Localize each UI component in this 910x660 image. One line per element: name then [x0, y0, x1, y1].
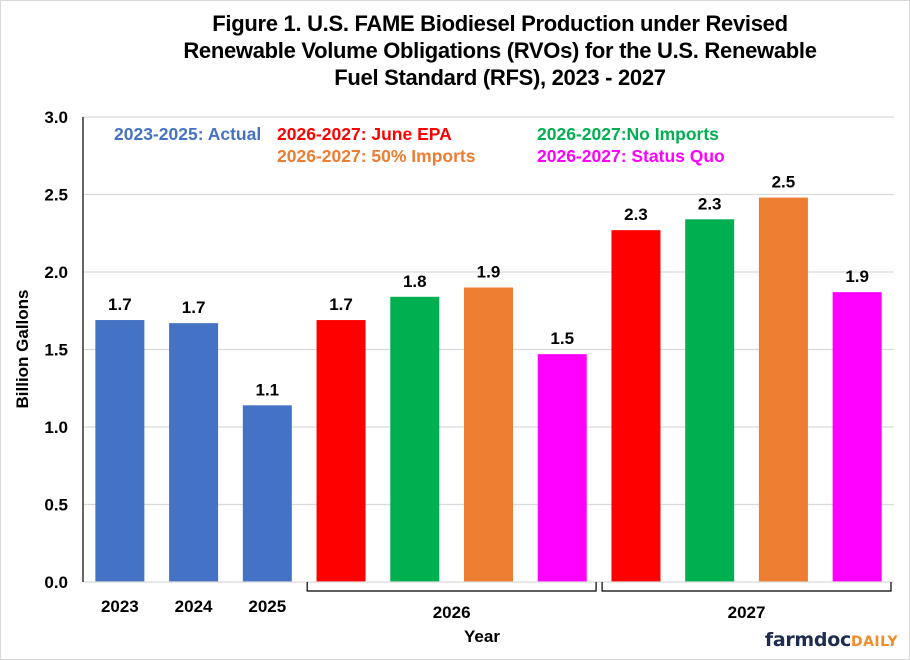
- group-bracket-2027: [601, 582, 892, 592]
- data-labels: 1.7 1.7 1.1 1.7 1.8 1.9 1.5 2.3 2.3 2.5 1.9: [108, 173, 869, 400]
- chart-title: Figure 1. U.S. FAME Biodiesel Production…: [120, 10, 880, 91]
- bar-2026-2026-2027-status-quo: [537, 354, 587, 582]
- data-label: 1.7: [329, 295, 353, 314]
- y-tick-label: 2.0: [44, 263, 68, 282]
- chart-title-line-3: Fuel Standard (RFS), 2023 - 2027: [334, 65, 666, 90]
- x-axis-title: Year: [464, 627, 500, 646]
- bar-2026-2026-2027-june-epa: [316, 320, 366, 582]
- legend: 2023-2025: Actual 2026-2027: June EPA 2026…: [114, 124, 725, 166]
- data-label: 1.1: [255, 380, 279, 399]
- chart-title-line-1: Figure 1. U.S. FAME Biodiesel Production…: [212, 11, 788, 36]
- bar-2025-2023-2025-actual: [242, 405, 292, 582]
- group-bracket-2026: [306, 582, 597, 592]
- bar-2023-2023-2025-actual: [95, 320, 145, 582]
- data-label: 1.9: [845, 267, 869, 286]
- data-label: 1.5: [550, 329, 574, 348]
- bar-2027-2026-2027-june-epa: [611, 230, 661, 582]
- logo-farmdoc: farmdoc: [764, 629, 851, 651]
- y-axis-title: Billion Gallons: [13, 289, 32, 408]
- data-label: 1.8: [403, 272, 427, 291]
- legend-entry: 2026-2027:No Imports: [537, 124, 719, 144]
- legend-entry: 2026-2027: June EPA: [277, 124, 452, 144]
- y-tick-label: 3.0: [44, 108, 68, 127]
- y-tick-label: 1.0: [44, 418, 68, 437]
- data-label: 1.7: [108, 295, 132, 314]
- bar-2026-2026-2027-50-imports: [464, 287, 513, 582]
- y-tick-label: 0.0: [44, 573, 68, 592]
- x-tick-label: 2023: [101, 597, 139, 616]
- legend-entry: 2026-2027: 50% Imports: [277, 146, 476, 166]
- bar-2027-2026-2027-no-imports: [685, 219, 735, 583]
- bar-2027-2026-2027-50-imports: [758, 197, 808, 582]
- y-tick-label: 1.5: [44, 341, 68, 360]
- bars: [95, 197, 882, 583]
- axes: 0.0 0.5 1.0 1.5 2.0 2.5 3.0 2023 2024 2025 2026 202…: [44, 108, 894, 622]
- x-group-label: 2026: [433, 603, 471, 622]
- x-tick-label: 2025: [248, 597, 286, 616]
- x-tick-label: 2024: [175, 597, 213, 616]
- y-tick-label: 2.5: [44, 186, 68, 205]
- data-label: 2.5: [772, 173, 796, 192]
- bar-2026-2026-2027-no-imports: [390, 296, 440, 582]
- data-label: 1.9: [477, 263, 501, 282]
- farmdoc-daily-logo: farmdocDAILY: [765, 629, 898, 651]
- y-tick-label: 0.5: [44, 496, 68, 515]
- data-label: 1.7: [182, 298, 206, 317]
- x-group-label: 2027: [728, 603, 766, 622]
- legend-entry: 2026-2027: Status Quo: [537, 146, 725, 166]
- data-label: 2.3: [624, 205, 648, 224]
- bar-2027-2026-2027-status-quo: [832, 292, 882, 582]
- chart-title-line-2: Renewable Volume Obligations (RVOs) for …: [183, 38, 817, 63]
- data-label: 2.3: [698, 194, 722, 213]
- bar-2024-2023-2025-actual: [169, 323, 219, 582]
- logo-daily: DAILY: [850, 634, 898, 650]
- legend-entry: 2023-2025: Actual: [114, 124, 261, 144]
